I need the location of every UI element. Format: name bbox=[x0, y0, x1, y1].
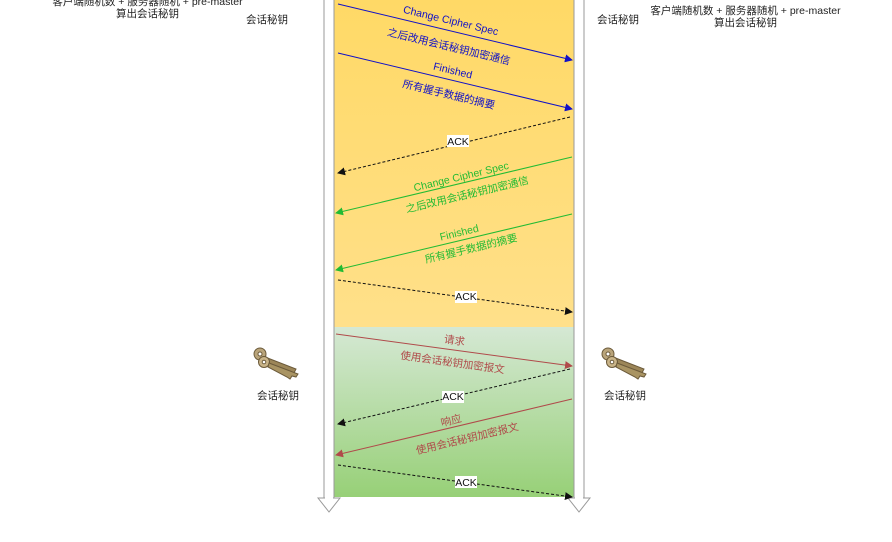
response-label: 响应 bbox=[439, 412, 463, 430]
ack-label-1: ACK bbox=[447, 136, 469, 148]
ack-arrow-2 bbox=[337, 279, 573, 316]
data-transfer-band bbox=[334, 327, 574, 497]
ack-label-4: ACK bbox=[455, 477, 477, 489]
server-lifeline bbox=[566, 0, 592, 513]
left-session-key-derivation-note: 客户端随机数 + 服务器随机 + pre-master 算出会话秘钥 bbox=[40, 0, 255, 20]
left-session-key-top-label: 会话秘钥 bbox=[246, 14, 288, 26]
request-arrow bbox=[335, 333, 573, 370]
left-note-line1: 客户端随机数 + 服务器随机 + pre-master bbox=[52, 0, 243, 8]
server-finished-arrow bbox=[335, 213, 573, 273]
right-keys-icon bbox=[601, 347, 647, 380]
right-note-line2: 算出会话秘钥 bbox=[714, 17, 777, 29]
response-arrow bbox=[335, 398, 573, 458]
request-label: 请求 bbox=[443, 333, 466, 349]
right-note-line1: 客户端随机数 + 服务器随机 + pre-master bbox=[650, 5, 841, 17]
left-keys-icon bbox=[253, 347, 299, 380]
right-session-key-bottom-label: 会话秘钥 bbox=[604, 390, 646, 402]
ack-label-2: ACK bbox=[455, 291, 477, 303]
client-change-cipher-spec-arrow bbox=[337, 3, 573, 63]
ack-arrow-4 bbox=[337, 464, 573, 501]
client-lifeline bbox=[316, 0, 342, 513]
left-note-line2: 算出会话秘钥 bbox=[116, 8, 179, 20]
server-change-cipher-spec-arrow bbox=[335, 156, 573, 216]
client-finished-arrow bbox=[337, 52, 573, 112]
right-session-key-derivation-note: 客户端随机数 + 服务器随机 + pre-master 算出会话秘钥 bbox=[638, 5, 853, 29]
handshake-band bbox=[334, 0, 574, 327]
ack-label-3: ACK bbox=[442, 391, 464, 403]
right-session-key-top-label: 会话秘钥 bbox=[597, 14, 639, 26]
left-session-key-bottom-label: 会话秘钥 bbox=[257, 390, 299, 402]
